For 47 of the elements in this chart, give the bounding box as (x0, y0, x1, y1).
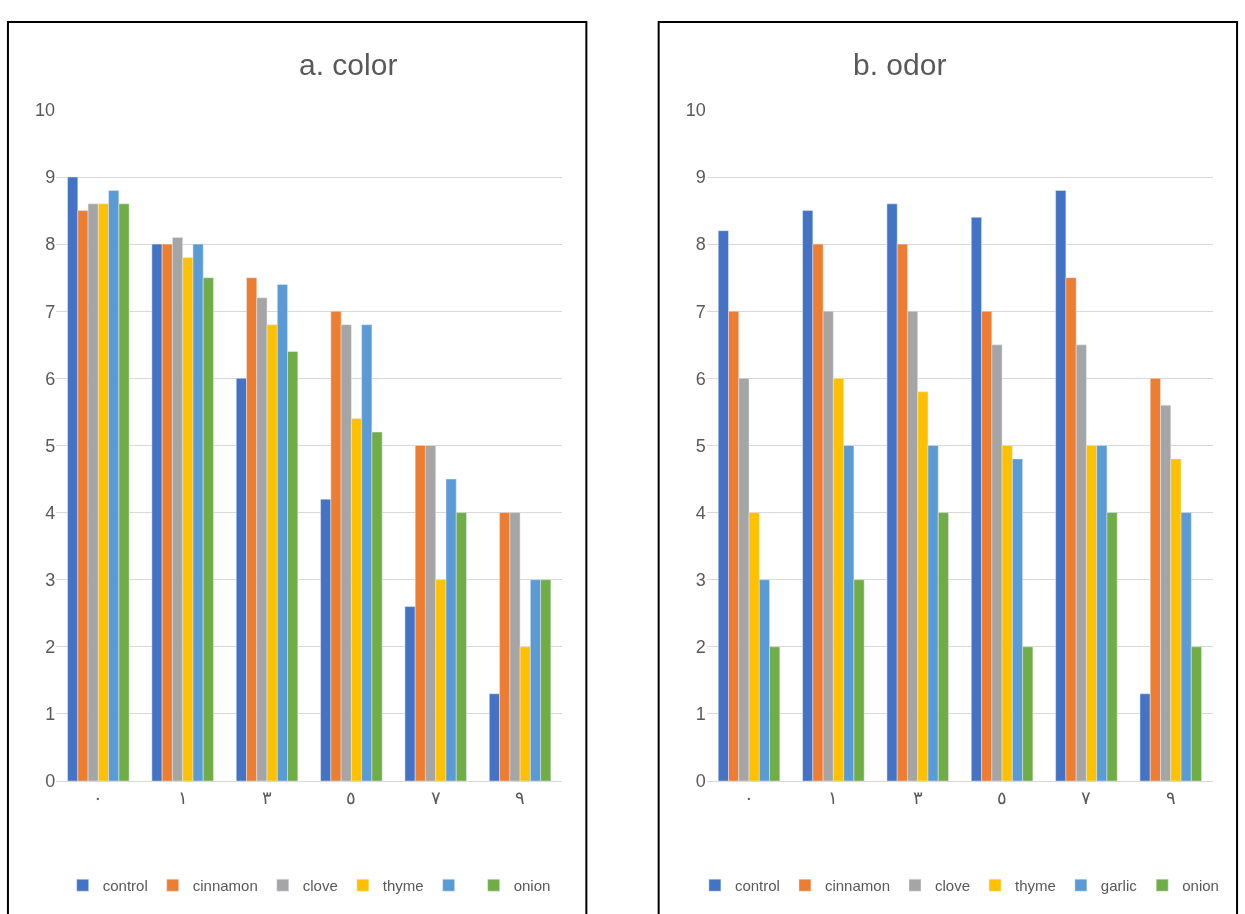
x-tick-label: ١ (828, 787, 839, 808)
x-tick-label: ٠ (744, 787, 755, 808)
y-tick-label: 10 (685, 100, 706, 121)
y-tick-label: 0 (695, 771, 706, 792)
y-tick-label: 2 (45, 637, 56, 658)
y-tick-label: 3 (45, 570, 56, 590)
y-tick-label: 0 (45, 771, 56, 792)
legend-label: control (734, 877, 780, 895)
y-tick-label: 8 (45, 234, 56, 255)
y-tick-label: 8 (695, 234, 706, 255)
y-tick-label: 5 (45, 435, 56, 456)
legend-label: clove (302, 877, 338, 895)
legend-label: control (102, 877, 148, 895)
y-tick-label: 10 (35, 100, 56, 121)
y-tick-label: 7 (45, 301, 56, 322)
x-tick-label: ٩ (515, 787, 526, 808)
x-tick-label: ٥ (997, 787, 1008, 808)
x-tick-label: ٠ (93, 787, 104, 808)
y-tick-label: 3 (695, 570, 706, 590)
y-tick-label: 6 (45, 368, 56, 389)
y-tick-label: 9 (45, 167, 56, 188)
legend-label: garlic (1100, 877, 1138, 895)
y-tick-label: 1 (45, 704, 56, 725)
x-tick-label: ٧ (430, 787, 441, 808)
legend-label: onion (1182, 877, 1219, 895)
y-tick-label: 9 (695, 167, 706, 188)
y-tick-label: 4 (695, 502, 706, 523)
y-tick-label: 6 (695, 368, 706, 389)
y-tick-label: 2 (695, 637, 706, 658)
legend-label: onion (513, 877, 551, 895)
x-tick-label: ٥ (346, 787, 357, 808)
legend-label: thyme (382, 877, 424, 895)
chart-title: b. odor (853, 48, 947, 81)
legend-label: clove (934, 877, 971, 895)
legend-label: cinnamon (192, 877, 258, 895)
legend-label: cinnamon (824, 877, 890, 895)
chart-title: a. color (299, 48, 398, 81)
x-tick-label: ٩ (1165, 787, 1176, 808)
x-tick-label: ١ (177, 787, 188, 808)
legend-label: thyme (1015, 877, 1056, 895)
x-tick-label: ٣ (912, 787, 923, 808)
y-tick-label: 1 (695, 704, 706, 725)
x-tick-label: ٣ (262, 787, 273, 808)
y-tick-label: 5 (695, 435, 706, 456)
y-tick-label: 7 (695, 301, 706, 322)
x-tick-label: ٧ (1081, 787, 1092, 808)
y-tick-label: 4 (45, 502, 56, 523)
